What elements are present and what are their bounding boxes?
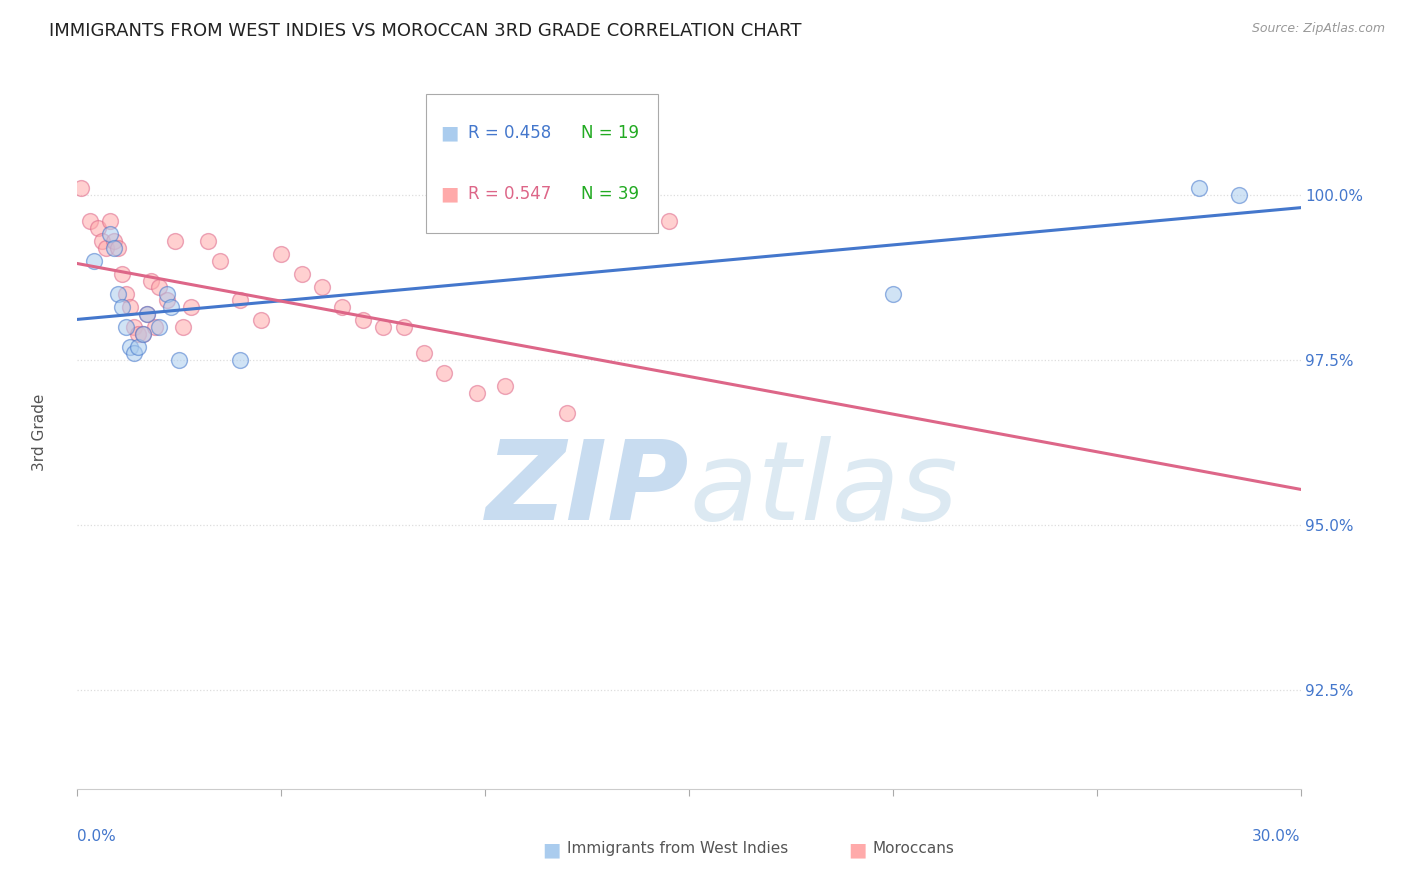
Point bbox=[115, 319, 138, 334]
Point bbox=[352, 313, 374, 327]
Text: Immigrants from West Indies: Immigrants from West Indies bbox=[567, 841, 787, 855]
Point bbox=[229, 353, 252, 368]
Bar bbox=[426, 94, 658, 233]
Point bbox=[131, 326, 153, 341]
Text: ■: ■ bbox=[543, 841, 561, 860]
Point bbox=[250, 313, 273, 327]
Point bbox=[143, 319, 166, 334]
Text: ZIP: ZIP bbox=[485, 436, 689, 543]
Point bbox=[172, 319, 194, 334]
Y-axis label: 3rd Grade: 3rd Grade bbox=[32, 394, 46, 471]
Text: atlas: atlas bbox=[689, 436, 957, 543]
Text: ■: ■ bbox=[440, 185, 458, 203]
Point bbox=[658, 214, 681, 228]
Point bbox=[413, 346, 436, 360]
Point bbox=[120, 300, 142, 314]
Point bbox=[70, 181, 93, 195]
Point bbox=[465, 386, 488, 401]
Text: 0.0%: 0.0% bbox=[77, 829, 117, 844]
Point bbox=[103, 234, 125, 248]
Point bbox=[1229, 187, 1251, 202]
Point bbox=[115, 286, 138, 301]
Point bbox=[165, 234, 187, 248]
Point bbox=[291, 267, 314, 281]
Point bbox=[139, 274, 162, 288]
Point bbox=[156, 286, 179, 301]
Point bbox=[111, 267, 134, 281]
Point bbox=[311, 280, 333, 294]
Point bbox=[180, 300, 202, 314]
Point bbox=[135, 307, 157, 321]
Point bbox=[433, 366, 456, 380]
Point bbox=[148, 319, 170, 334]
Point bbox=[392, 319, 415, 334]
Point bbox=[128, 340, 150, 354]
Text: N = 39: N = 39 bbox=[581, 185, 640, 202]
Point bbox=[209, 253, 232, 268]
Text: 30.0%: 30.0% bbox=[1253, 829, 1301, 844]
Text: ■: ■ bbox=[440, 123, 458, 142]
Point bbox=[98, 214, 121, 228]
Point bbox=[120, 340, 142, 354]
Text: R = 0.458: R = 0.458 bbox=[468, 124, 551, 142]
Point bbox=[1188, 181, 1211, 195]
Point bbox=[555, 406, 578, 420]
Text: IMMIGRANTS FROM WEST INDIES VS MOROCCAN 3RD GRADE CORRELATION CHART: IMMIGRANTS FROM WEST INDIES VS MOROCCAN … bbox=[49, 22, 801, 40]
Point bbox=[94, 241, 117, 255]
Point bbox=[103, 241, 125, 255]
Point bbox=[87, 220, 110, 235]
Point bbox=[124, 319, 146, 334]
Text: N = 19: N = 19 bbox=[581, 124, 640, 142]
Point bbox=[495, 379, 517, 393]
Point bbox=[135, 307, 157, 321]
Point bbox=[124, 346, 146, 360]
Point bbox=[371, 319, 394, 334]
Point bbox=[332, 300, 354, 314]
Point bbox=[229, 293, 252, 308]
Point bbox=[197, 234, 219, 248]
Point bbox=[160, 300, 183, 314]
Point bbox=[148, 280, 170, 294]
Text: Source: ZipAtlas.com: Source: ZipAtlas.com bbox=[1251, 22, 1385, 36]
Point bbox=[156, 293, 179, 308]
Point bbox=[98, 227, 121, 242]
Point bbox=[131, 326, 153, 341]
Point bbox=[111, 300, 134, 314]
Text: ■: ■ bbox=[848, 841, 866, 860]
Point bbox=[79, 214, 101, 228]
Point bbox=[90, 234, 112, 248]
Point bbox=[107, 286, 129, 301]
Point bbox=[882, 286, 904, 301]
Point bbox=[83, 253, 105, 268]
Text: R = 0.547: R = 0.547 bbox=[468, 185, 551, 202]
Point bbox=[107, 241, 129, 255]
Point bbox=[169, 353, 191, 368]
Point bbox=[128, 326, 150, 341]
Text: Moroccans: Moroccans bbox=[873, 841, 955, 855]
Point bbox=[270, 247, 292, 261]
